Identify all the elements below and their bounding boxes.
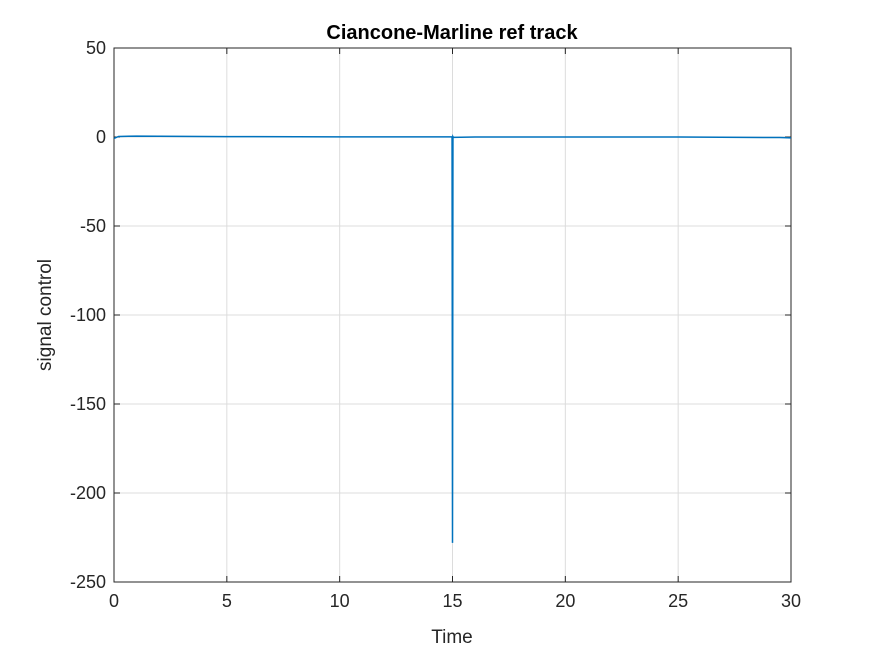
x-tick-label: 10 bbox=[330, 591, 350, 611]
y-tick-label: 0 bbox=[96, 127, 106, 147]
chart-title: Ciancone-Marline ref track bbox=[326, 22, 578, 44]
x-tick-label: 25 bbox=[668, 591, 688, 611]
x-tick-label: 0 bbox=[109, 591, 119, 611]
y-tick-label: 50 bbox=[86, 38, 106, 58]
x-axis-label: Time bbox=[431, 627, 473, 648]
x-tick-label: 20 bbox=[555, 591, 575, 611]
series-line bbox=[113, 134, 792, 543]
y-tick-label: -250 bbox=[70, 572, 106, 592]
x-tick-label: 30 bbox=[781, 591, 801, 611]
y-tick-label: -50 bbox=[80, 216, 106, 236]
x-tick-label: 15 bbox=[442, 591, 462, 611]
series-layer bbox=[113, 134, 792, 543]
x-tick-label: 5 bbox=[222, 591, 232, 611]
y-tick-label: -100 bbox=[70, 305, 106, 325]
y-tick-label: -200 bbox=[70, 483, 106, 503]
y-axis-label: signal control bbox=[35, 259, 56, 371]
tick-layer: 0 5 10 15 20 25 30 50 0 -50 -100 -150 -200 -250 bbox=[70, 38, 801, 611]
y-tick-label: -150 bbox=[70, 394, 106, 414]
